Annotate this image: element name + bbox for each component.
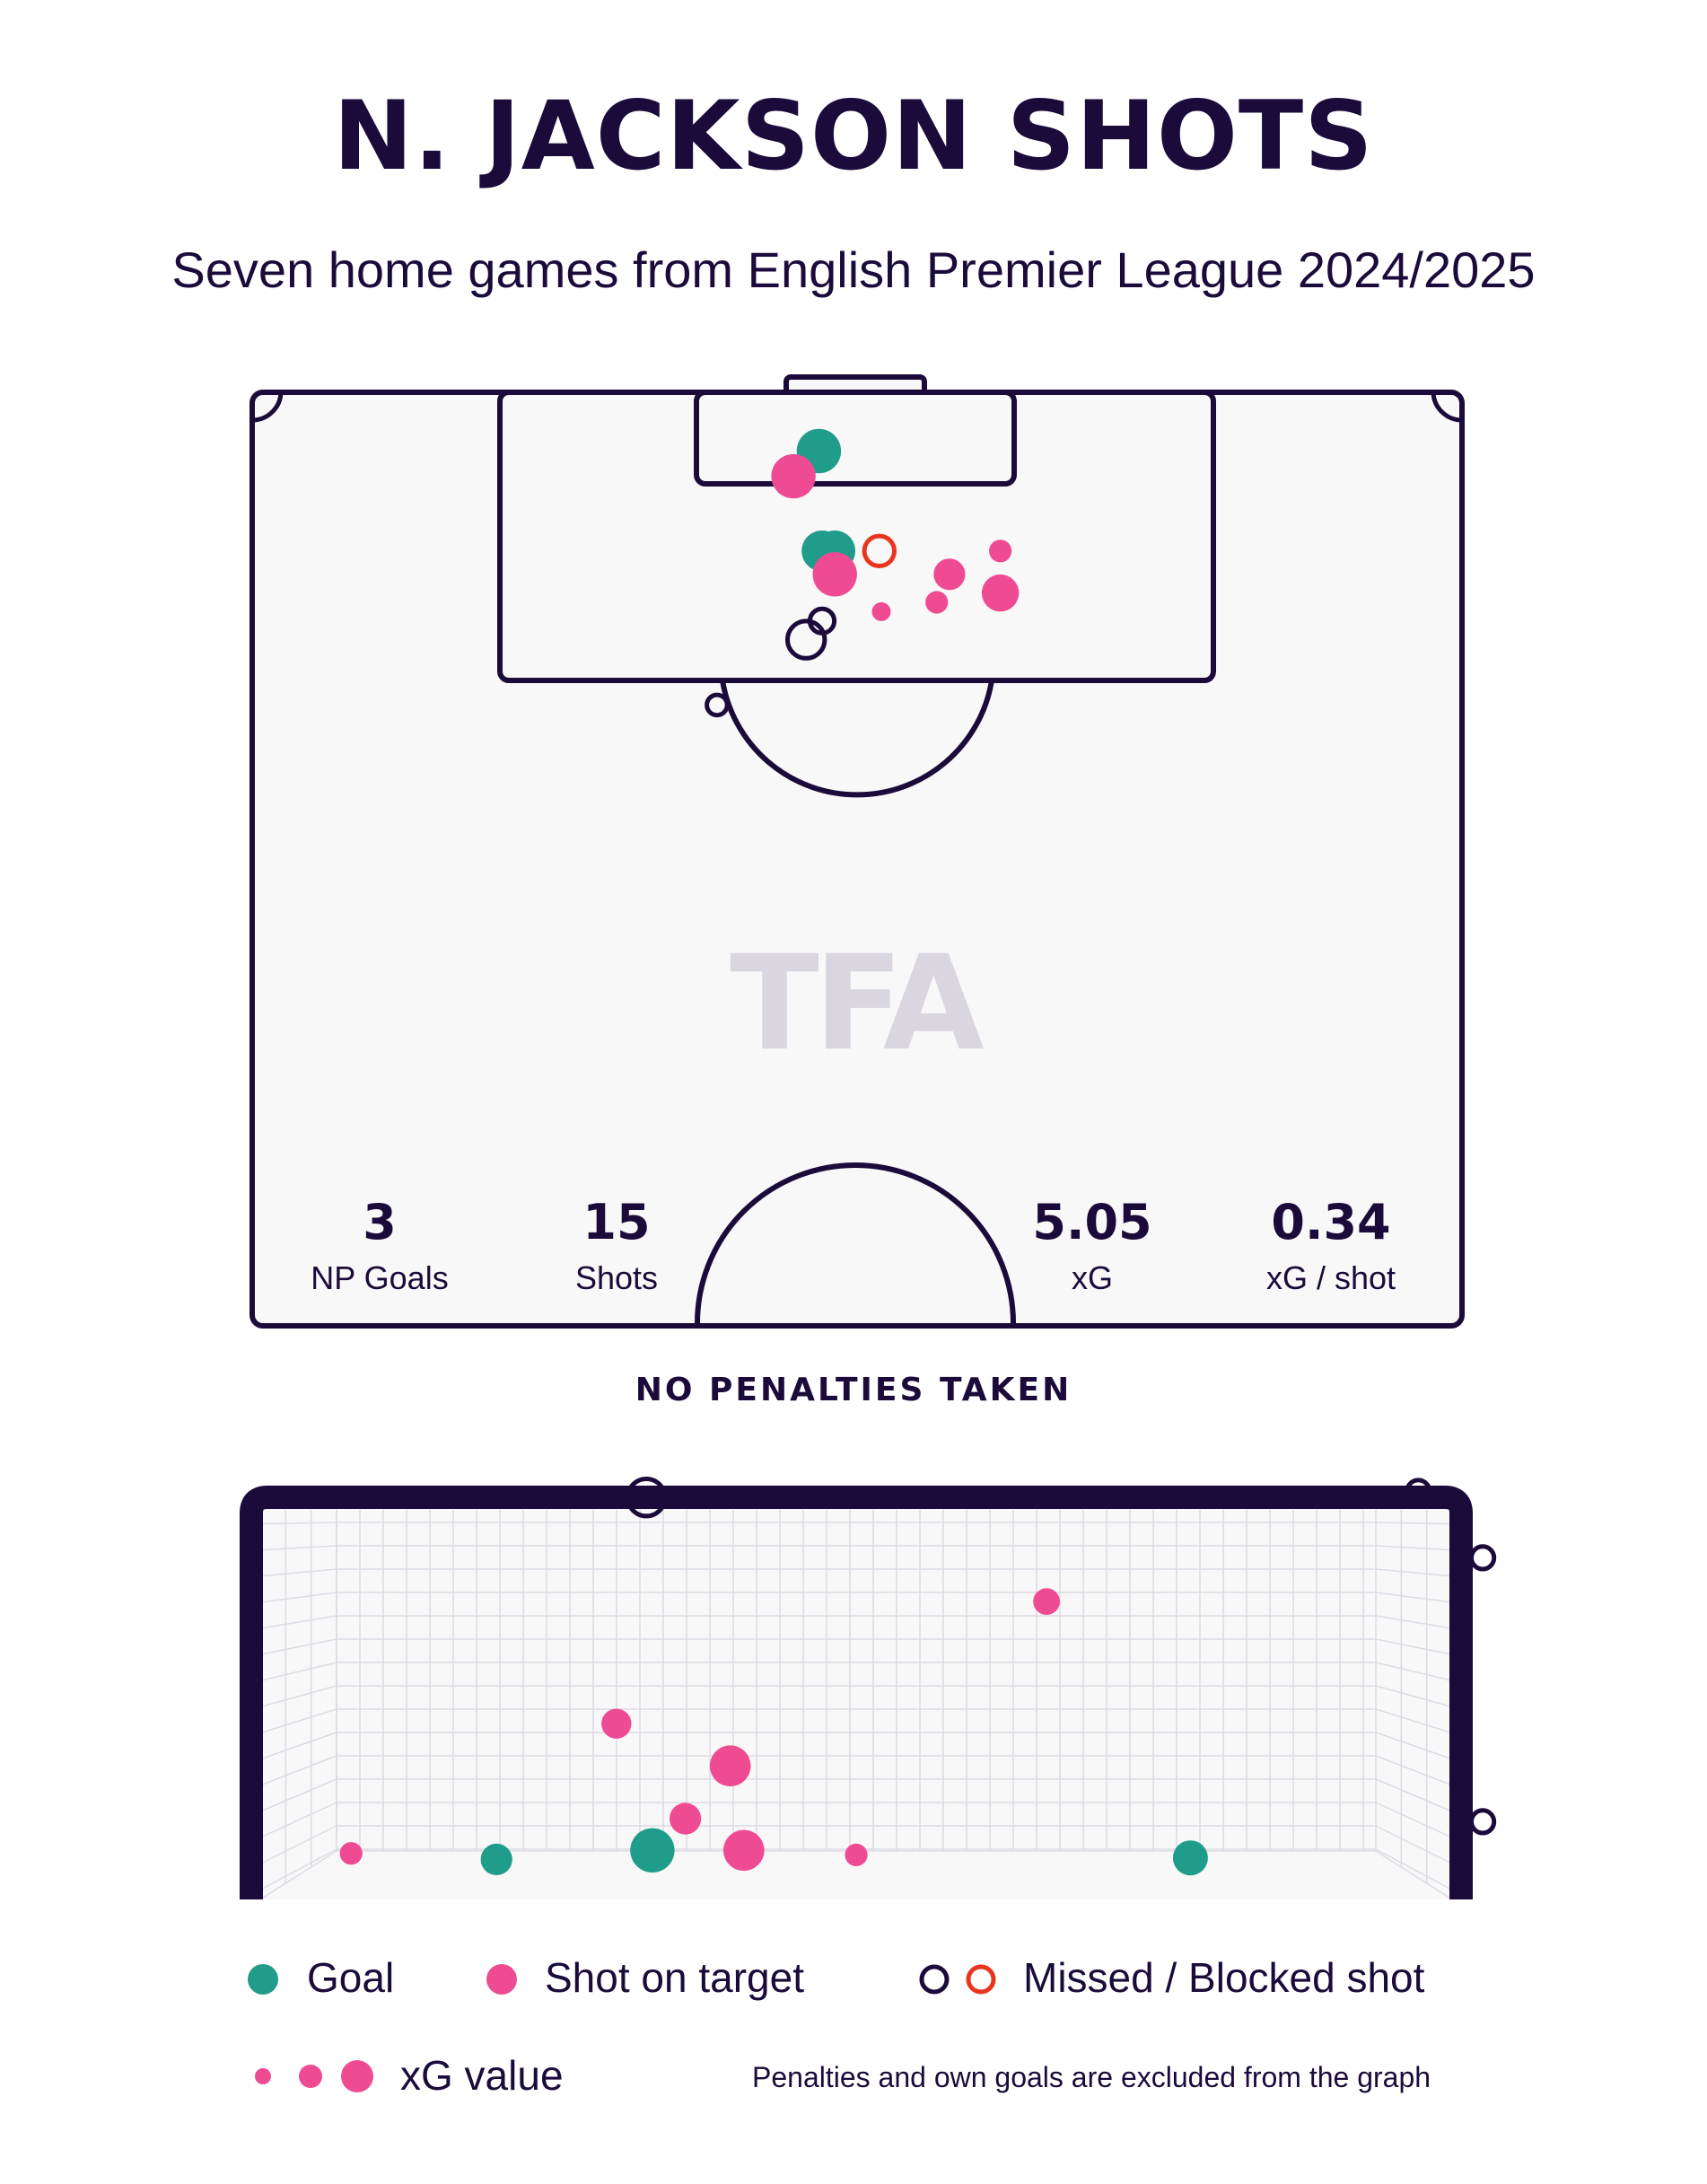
- goal-shot-5: [601, 1708, 632, 1739]
- penalty-arc: [720, 680, 994, 798]
- goal-net-background: [260, 1508, 1452, 1899]
- centre-circle: [695, 1162, 1016, 1324]
- pitch-shot-11: [871, 601, 891, 621]
- stat-xg-value: 5.05: [1032, 1194, 1152, 1250]
- net-side-diagonal: [259, 1802, 337, 1838]
- net-side-diagonal: [259, 1848, 337, 1891]
- goal-shot-10: [1172, 1840, 1208, 1876]
- goal-view: [240, 1486, 1473, 1900]
- net-side-diagonal: [259, 1522, 337, 1525]
- goal-shot-8: [845, 1843, 868, 1866]
- goal-shot-9: [1033, 1588, 1060, 1615]
- goal-shot-7: [723, 1829, 765, 1872]
- legend-xg-large: [341, 2060, 373, 2092]
- legend-missed-label: Missed / Blocked shot: [1023, 1954, 1425, 2001]
- stat-shots-value: 15: [582, 1194, 651, 1250]
- net-side-diagonal: [259, 1825, 337, 1864]
- net-side-diagonal: [1375, 1778, 1453, 1812]
- penalties-note: NO PENALTIES TAKEN: [635, 1372, 1072, 1408]
- net-side-diagonal: [1375, 1802, 1453, 1838]
- goal-frame: [240, 1486, 1473, 1899]
- stat-shots-label: Shots: [574, 1259, 659, 1296]
- net-side-diagonal: [1375, 1662, 1453, 1682]
- pitch-shot-13: [785, 618, 827, 661]
- net-side-diagonal: [1375, 1848, 1453, 1891]
- goal-shot-6: [709, 1745, 751, 1786]
- net-side-diagonal: [1375, 1592, 1453, 1603]
- legend-blocked-marker: [966, 1964, 996, 1995]
- net-side-diagonal: [259, 1615, 337, 1629]
- pitch-shots-layer: [705, 428, 1020, 718]
- chart-subtitle: Seven home games from English Premier Le…: [171, 241, 1536, 298]
- goal-shot-4: [670, 1802, 702, 1835]
- goal-shot-14: [1469, 1808, 1497, 1836]
- goal-shot-2: [480, 1843, 512, 1875]
- net-floor-edge: [1375, 1850, 1453, 1900]
- pitch-shot-8: [989, 539, 1012, 563]
- stat-xg-per-shot: 0.34 xG / shot: [1196, 1194, 1466, 1297]
- net-side-diagonal: [1375, 1638, 1453, 1656]
- stat-np-goals-value: 3: [363, 1194, 397, 1250]
- net-side-diagonal: [1375, 1825, 1453, 1864]
- pitch-shot-9: [981, 574, 1020, 612]
- stat-xg-per-shot-label: xG / shot: [1265, 1259, 1396, 1296]
- legend-goal-marker: [248, 1964, 278, 1995]
- net-side-diagonal: [1375, 1755, 1453, 1786]
- net-side-diagonal: [1375, 1522, 1453, 1525]
- net-side-diagonal: [259, 1755, 337, 1786]
- goal-shot-3: [630, 1828, 675, 1873]
- net-side-diagonal: [1375, 1615, 1453, 1629]
- net-side-diagonal: [259, 1568, 337, 1577]
- net-floor-edge: [259, 1850, 337, 1900]
- pitch-shot-7: [862, 533, 897, 568]
- goal-shot-12: [1405, 1478, 1432, 1505]
- stat-xg-per-shot-value: 0.34: [1271, 1194, 1391, 1250]
- goal-shot-11: [626, 1477, 668, 1519]
- corner-arc-right: [1431, 391, 1463, 423]
- net-side-diagonal: [1375, 1685, 1453, 1708]
- pitch-shot-10: [925, 591, 949, 614]
- net-side-diagonal: [1375, 1732, 1453, 1760]
- legend-on-target-marker: [486, 1964, 517, 1995]
- net-side-diagonal: [259, 1685, 337, 1708]
- legend-goal-label: Goal: [307, 1954, 395, 2001]
- legend-xg-medium: [299, 2065, 322, 2088]
- stat-shots: 15 Shots: [482, 1194, 751, 1297]
- stat-np-goals-label: NP Goals: [311, 1259, 449, 1296]
- net-side-diagonal: [259, 1662, 337, 1682]
- goal-net-grid: [259, 1510, 1453, 1900]
- legend-xg-small: [255, 2068, 271, 2084]
- pitch-shot-5: [812, 552, 857, 597]
- legend-missed-marker: [919, 1964, 950, 1995]
- footnote: Penalties and own goals are excluded fro…: [752, 2061, 1431, 2093]
- net-side-diagonal: [1375, 1708, 1453, 1734]
- net-side-diagonal: [259, 1708, 337, 1734]
- tfa-watermark: TFA: [730, 927, 985, 1080]
- net-side-diagonal: [1375, 1545, 1453, 1551]
- net-side-diagonal: [259, 1638, 337, 1656]
- net-side-diagonal: [1375, 1568, 1453, 1577]
- stat-np-goals: 3 NP Goals: [245, 1194, 514, 1297]
- chart-title: N. JACKSON SHOTS: [333, 81, 1374, 191]
- pitch-shot-6: [933, 558, 966, 591]
- pitch-shot-2: [771, 453, 816, 499]
- goal-shots-layer: [339, 1477, 1497, 1876]
- pitch-shot-14: [705, 692, 730, 718]
- legend-on-target-label: Shot on target: [545, 1954, 804, 2001]
- goal-shot-13: [1469, 1544, 1497, 1572]
- net-side-diagonal: [259, 1778, 337, 1812]
- corner-arc-left: [251, 391, 284, 423]
- stat-xg: 5.05 xG: [958, 1194, 1227, 1297]
- net-side-diagonal: [259, 1545, 337, 1551]
- legend-xg-label: xG value: [400, 2052, 564, 2099]
- six-yard-box: [694, 390, 1017, 487]
- stat-xg-label: xG: [1071, 1259, 1113, 1296]
- goal-shot-1: [339, 1842, 363, 1865]
- net-side-diagonal: [259, 1732, 337, 1760]
- net-side-diagonal: [259, 1592, 337, 1603]
